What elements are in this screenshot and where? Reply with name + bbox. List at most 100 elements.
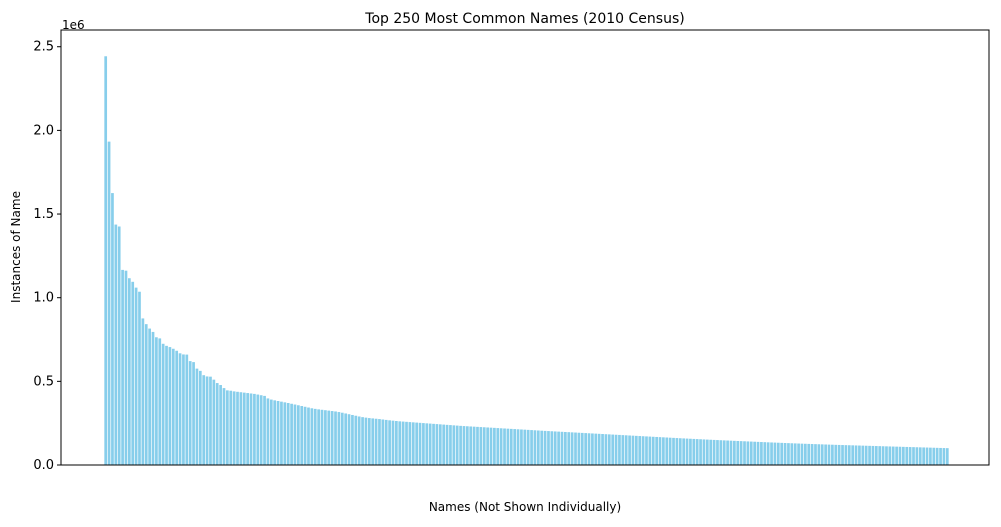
bar [435, 424, 439, 465]
bar [736, 440, 740, 465]
bar [763, 442, 767, 465]
bar [422, 423, 425, 465]
bar [131, 281, 135, 465]
bar [804, 443, 807, 465]
bar [861, 445, 865, 465]
bar [536, 430, 540, 465]
bar [817, 444, 821, 465]
bar [709, 439, 713, 465]
bar [401, 421, 405, 465]
bar [655, 436, 658, 465]
bar [307, 407, 310, 465]
bar [692, 438, 696, 465]
bar [797, 443, 800, 465]
bars-group [104, 56, 949, 466]
bar [364, 417, 368, 465]
bar [638, 436, 642, 465]
bar [695, 439, 699, 465]
bar [388, 420, 391, 465]
bar [530, 430, 533, 465]
bar [820, 444, 824, 465]
bar [357, 416, 361, 465]
bar [770, 442, 773, 465]
bar [384, 419, 388, 465]
bar [641, 436, 645, 465]
bar [141, 318, 145, 465]
bar [273, 400, 277, 465]
bar [831, 444, 834, 465]
bar [553, 431, 557, 465]
bar [219, 385, 222, 465]
bar [449, 425, 452, 465]
y-tick-label: 2.0 [33, 123, 54, 138]
bar [144, 324, 148, 465]
bar [753, 441, 756, 465]
bar [591, 433, 594, 465]
bar [266, 398, 270, 465]
bar [814, 444, 817, 465]
bar [408, 422, 412, 465]
bar [526, 429, 530, 465]
bar [733, 440, 736, 465]
bar [496, 428, 500, 465]
bar [780, 442, 784, 465]
bar [337, 412, 341, 465]
bar [310, 408, 314, 465]
bar [864, 445, 868, 465]
bar [912, 447, 915, 465]
bar [327, 410, 331, 466]
bar [276, 401, 280, 465]
bar [246, 393, 249, 465]
bar [597, 433, 601, 465]
bar [283, 402, 287, 465]
bar [290, 403, 293, 465]
bar [418, 422, 422, 465]
bar [915, 447, 919, 465]
bar [195, 368, 199, 465]
bar [324, 410, 327, 465]
chart-title: Top 250 Most Common Names (2010 Census) [364, 11, 684, 27]
bar [560, 431, 564, 465]
y-tick-label: 0.5 [33, 374, 54, 389]
bar [570, 432, 574, 465]
y-tick-label: 1.5 [33, 207, 54, 222]
bar [182, 354, 185, 465]
bar [469, 426, 473, 465]
bar [645, 436, 648, 465]
bar [395, 421, 398, 465]
bar [121, 269, 124, 465]
bar [297, 405, 300, 465]
bar [334, 411, 337, 465]
bar [543, 430, 547, 465]
bar [621, 435, 625, 465]
bar [722, 440, 726, 465]
bar [442, 424, 446, 465]
bar [584, 433, 587, 465]
bar [425, 423, 429, 465]
bar [939, 447, 942, 465]
bar [716, 440, 719, 465]
bar [286, 403, 290, 465]
bar [259, 395, 263, 465]
bar [354, 415, 358, 465]
bar [168, 347, 172, 465]
bar [841, 445, 844, 465]
bar [428, 423, 432, 465]
bar [367, 418, 371, 465]
bar [682, 438, 686, 465]
bar [300, 406, 304, 465]
bar [151, 331, 155, 465]
bar [675, 438, 679, 465]
bar [293, 404, 297, 465]
bar [564, 431, 567, 465]
bar [567, 432, 571, 465]
y-tick-label: 1.0 [33, 291, 54, 306]
bar [719, 440, 723, 465]
bar [881, 446, 885, 465]
bar [766, 442, 770, 465]
bar [800, 443, 804, 465]
bar [658, 437, 662, 465]
bar [760, 442, 763, 465]
